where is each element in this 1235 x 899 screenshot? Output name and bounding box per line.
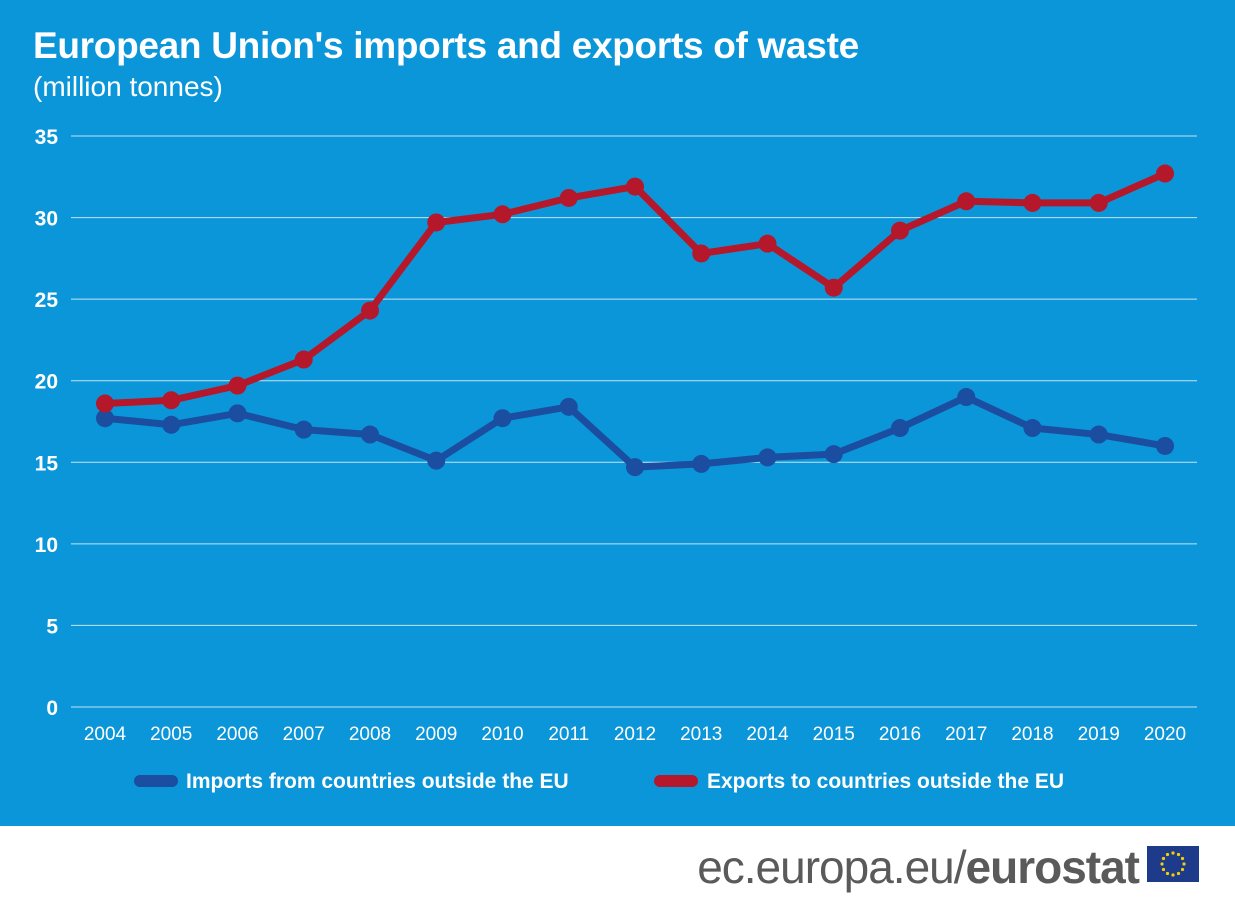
data-point <box>1023 419 1042 438</box>
series-line-imports <box>101 393 1169 471</box>
flag-star <box>1160 862 1164 866</box>
data-point <box>427 451 446 470</box>
data-point <box>294 420 313 439</box>
data-point <box>957 388 976 407</box>
x-tick-label: 2006 <box>216 724 258 745</box>
x-tick-label: 2019 <box>1078 724 1120 745</box>
flag-star <box>1165 871 1170 876</box>
x-tick-label: 2016 <box>879 724 921 745</box>
data-point <box>1089 193 1108 212</box>
data-point <box>162 391 181 410</box>
chart-panel: European Union's imports and exports of … <box>0 0 1235 826</box>
data-point <box>1156 164 1174 183</box>
x-tick-label: 2008 <box>349 724 391 745</box>
x-tick-label: 2009 <box>415 724 457 745</box>
data-point <box>96 394 114 413</box>
chart-subtitle: (million tonnes) <box>33 71 223 102</box>
flag-star <box>1161 867 1166 872</box>
x-tick-label: 2018 <box>1011 724 1053 745</box>
footer: ec.europa.eu/eurostat <box>0 826 1235 899</box>
data-point <box>361 301 379 320</box>
data-point <box>493 409 512 428</box>
data-point <box>957 192 976 211</box>
data-point <box>361 425 379 444</box>
y-tick-label: 0 <box>46 697 58 720</box>
data-point <box>824 278 843 297</box>
x-tick-label: 2020 <box>1144 724 1186 745</box>
flag-star <box>1171 873 1175 877</box>
eu-flag-icon <box>1147 846 1199 882</box>
data-point <box>626 458 644 477</box>
flag-star <box>1180 856 1185 861</box>
y-tick-label: 20 <box>35 371 58 394</box>
data-point <box>626 177 644 196</box>
x-tick-label: 2011 <box>548 724 589 745</box>
data-point <box>758 448 777 467</box>
flag-star <box>1176 871 1181 876</box>
data-point <box>559 188 578 207</box>
line-chart: 0 5 10 15 20 25 30 35 2004 2005 2006 2007 2008 2009 20… <box>35 126 1197 793</box>
y-tick-label: 30 <box>35 208 58 231</box>
flag-star <box>1165 852 1170 857</box>
y-tick-label: 15 <box>35 452 59 475</box>
flag-star <box>1180 867 1185 872</box>
data-point <box>162 415 181 434</box>
data-point <box>692 454 711 473</box>
domain-text: ec.europa.eu/ <box>697 841 966 893</box>
data-point <box>493 205 512 224</box>
flag-star <box>1161 856 1166 861</box>
legend-label: Imports from countries outside the EU <box>186 770 569 793</box>
data-point <box>1089 425 1108 444</box>
y-tick-label: 35 <box>35 126 59 149</box>
data-point <box>228 376 247 395</box>
flag-star <box>1176 852 1181 857</box>
x-tick-label: 2014 <box>746 724 789 745</box>
data-point <box>96 409 114 428</box>
data-point <box>692 244 711 263</box>
data-point <box>891 221 909 240</box>
eurostat-brand: ec.europa.eu/eurostat <box>697 840 1140 894</box>
data-point <box>294 350 313 369</box>
y-tick-label: 5 <box>46 615 58 638</box>
x-tick-label: 2005 <box>150 724 192 745</box>
data-point <box>758 234 777 253</box>
x-tick-label: 2010 <box>481 724 523 745</box>
x-tick-label: 2015 <box>813 724 855 745</box>
data-point <box>1023 193 1042 212</box>
legend-label: Exports to countries outside the EU <box>707 770 1064 793</box>
brand-text: eurostat <box>965 841 1140 893</box>
data-point <box>228 404 247 423</box>
x-tick-label: 2012 <box>614 724 656 745</box>
x-tick-label: 2017 <box>945 724 987 745</box>
x-tick-label: 2013 <box>680 724 722 745</box>
y-tick-label: 10 <box>35 534 58 557</box>
series-line-exports <box>101 170 1169 408</box>
data-point <box>1156 436 1174 455</box>
flag-star <box>1171 851 1175 855</box>
flag-star <box>1182 862 1186 866</box>
y-tick-label: 25 <box>35 289 59 312</box>
data-point <box>891 419 909 438</box>
data-point <box>427 213 446 232</box>
data-point <box>824 445 843 464</box>
x-tick-label: 2007 <box>283 724 325 745</box>
data-point <box>559 397 578 416</box>
chart-title: European Union's imports and exports of … <box>33 25 859 66</box>
x-tick-label: 2004 <box>84 724 127 745</box>
